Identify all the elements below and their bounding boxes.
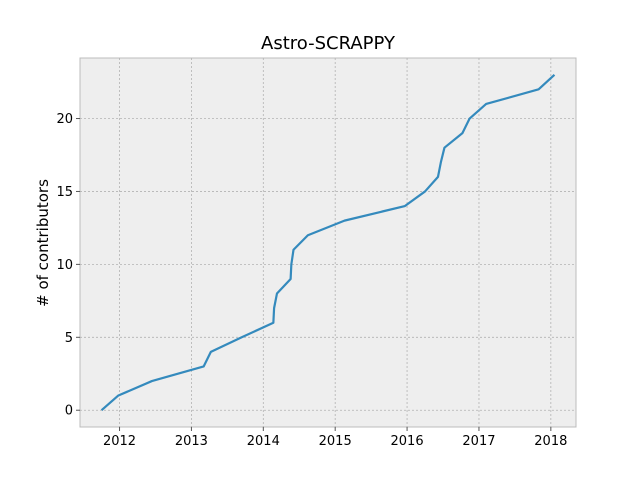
y-tick-label: 5: [65, 331, 73, 346]
y-tick-label: 10: [56, 258, 73, 273]
x-tick-label: 2018: [534, 434, 567, 449]
x-axis-ticks: 2012 2013 2014 2015 2016 2017 2018: [103, 427, 567, 449]
x-tick-label: 2014: [247, 434, 280, 449]
y-axis-ticks: 0 5 10 15 20: [56, 112, 80, 419]
x-tick-label: 2015: [319, 434, 352, 449]
x-tick-label: 2013: [175, 434, 208, 449]
plot-area: [79, 57, 577, 428]
x-tick-label: 2016: [391, 434, 424, 449]
chart-title: Astro-SCRAPPY: [261, 33, 396, 54]
x-tick-label: 2012: [103, 434, 136, 449]
y-tick-label: 20: [56, 112, 73, 127]
grid: [80, 58, 576, 427]
y-tick-label: 15: [56, 185, 73, 200]
x-tick-label: 2017: [462, 434, 495, 449]
series-group: [100, 73, 556, 412]
contributors-line: [100, 73, 556, 412]
y-tick-label: 0: [65, 404, 73, 419]
y-axis-label: # of contributors: [34, 179, 52, 307]
